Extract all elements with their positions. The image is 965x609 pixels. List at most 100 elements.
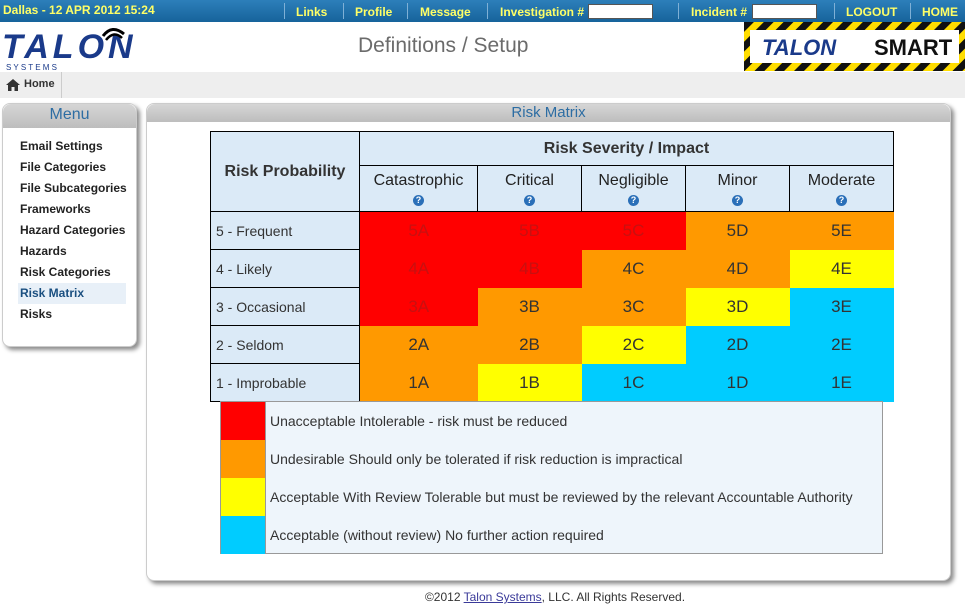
help-icon[interactable]: ? [732,195,743,206]
svg-text:TALON: TALON [762,35,837,60]
severity-columns: Catastrophic? Critical? Negligible? Minor? M… [211,165,894,212]
matrix-cell-2b: 2B [477,325,582,364]
breadcrumb-home[interactable]: Home [0,72,62,98]
column-header-label: Moderate [807,172,876,189]
profile-link[interactable]: Profile [355,5,393,19]
column-header-label: Catastrophic [373,172,464,189]
menu-item-risks[interactable]: Risks [20,307,53,321]
help-icon[interactable]: ? [413,195,424,206]
severity-header: Risk Severity / Impact [359,131,894,166]
menu-item-hazards[interactable]: Hazards [20,244,67,258]
column-header-negligible: Negligible? [581,165,686,212]
matrix-cell-1b: 1B [477,363,582,402]
svg-text:S Y S T E M S: S Y S T E M S [6,63,57,72]
menu-item-risk-matrix[interactable]: Risk Matrix [18,283,126,304]
column-header-label: Critical [505,172,554,189]
matrix-cell-3d: 3D [685,287,790,326]
investigation-label: Investigation # [500,5,585,19]
legend-swatch [221,516,266,554]
legend-text: Unacceptable Intolerable - risk must be … [270,413,568,429]
menu-item-file-subcategories[interactable]: File Subcategories [20,181,127,195]
row-header: 2 - Seldom [210,325,360,364]
matrix-cell-5d: 5D [685,211,790,250]
breadcrumb: Home [0,72,965,98]
legend-text: Undesirable Should only be tolerated if … [270,451,683,467]
risk-matrix-table: Risk Probability Risk Severity / Impact … [210,131,894,402]
matrix-cell-1d: 1D [685,363,790,402]
legend-row: Acceptable (without review) No further a… [221,516,884,554]
incident-input[interactable] [752,4,817,19]
help-icon[interactable]: ? [628,195,639,206]
column-header-moderate: Moderate? [789,165,894,212]
column-header-minor: Minor? [685,165,790,212]
message-link[interactable]: Message [420,5,471,19]
matrix-cell-1c: 1C [581,363,686,402]
matrix-cell-4a: 4A [359,249,478,288]
matrix-cell-3b: 3B [477,287,582,326]
help-icon[interactable]: ? [524,195,535,206]
menu-item-hazard-categories[interactable]: Hazard Categories [20,223,126,237]
logout-link[interactable]: LOGOUT [846,5,898,19]
divider [343,3,344,19]
sidebar-menu: Menu Email Settings File Categories File… [2,103,137,347]
divider [834,3,835,19]
home-link-top[interactable]: HOME [922,5,958,19]
links-link[interactable]: Links [296,5,328,19]
column-header-catastrophic: Catastrophic? [359,165,478,212]
footer-suffix: , LLC. All Rights Reserved. [541,590,686,604]
svg-text:SMART: SMART [874,35,953,60]
menu-item-email-settings[interactable]: Email Settings [20,139,103,153]
legend-swatch [221,478,266,516]
matrix-cell-5c: 5C [581,211,686,250]
menu-title: Menu [3,104,136,128]
matrix-row: 1 - Improbable 1A 1B 1C 1D 1E [210,363,894,402]
footer: ©2012 Talon Systems, LLC. All Rights Res… [0,590,965,604]
legend-text: Acceptable With Review Tolerable but mus… [270,489,853,505]
company-link[interactable]: Talon Systems [463,590,542,604]
investigation-input[interactable] [588,4,653,19]
menu-item-risk-categories[interactable]: Risk Categories [20,265,111,279]
matrix-cell-2d: 2D [685,325,790,364]
matrix-cell-2c: 2C [581,325,686,364]
content-title: Risk Matrix [147,104,950,122]
home-icon [6,79,20,91]
divider [678,3,679,19]
matrix-cell-5b: 5B [477,211,582,250]
footer-prefix: ©2012 [424,590,464,604]
legend-row: Unacceptable Intolerable - risk must be … [221,402,884,440]
matrix-row: 3 - Occasional 3A 3B 3C 3D 3E [210,287,894,326]
legend-swatch [221,402,266,440]
column-header-label: Negligible [598,172,669,189]
column-header-label: Minor [717,172,758,189]
matrix-body: 5 - Frequent 5A 5B 5C 5D 5E 4 - Likely 4A 4B 4C 4D… [210,211,894,402]
probability-header: Risk Probability [210,131,360,212]
header: TALON S Y S T E M S Definitions / Setup … [0,22,965,72]
legend-swatch [221,440,266,478]
breadcrumb-home-label: Home [24,78,55,90]
datetime-label: Dallas - 12 APR 2012 15:24 [3,3,155,17]
column-header-critical: Critical? [477,165,582,212]
top-bar: Dallas - 12 APR 2012 15:24 Links Profile… [0,0,965,22]
talon-logo[interactable]: TALON S Y S T E M S [0,26,170,72]
divider [910,3,911,19]
matrix-cell-5a: 5A [359,211,478,250]
matrix-cell-3e: 3E [789,287,894,326]
incident-label: Incident # [691,5,748,19]
legend-text: Acceptable (without review) No further a… [270,527,604,543]
row-header: 4 - Likely [210,249,360,288]
help-icon[interactable]: ? [836,195,847,206]
matrix-cell-4b: 4B [477,249,582,288]
matrix-cell-3a: 3A [359,287,478,326]
menu-item-file-categories[interactable]: File Categories [20,160,107,174]
matrix-row: 5 - Frequent 5A 5B 5C 5D 5E [210,211,894,250]
matrix-cell-2a: 2A [359,325,478,364]
talon-smart-logo: TALON SMART [744,22,965,71]
legend-row: Acceptable With Review Tolerable but mus… [221,478,884,516]
risk-legend: Unacceptable Intolerable - risk must be … [220,401,883,554]
matrix-cell-4c: 4C [581,249,686,288]
matrix-cell-1e: 1E [789,363,894,402]
menu-item-frameworks[interactable]: Frameworks [20,202,91,216]
divider [407,3,408,19]
matrix-row: 2 - Seldom 2A 2B 2C 2D 2E [210,325,894,364]
matrix-cell-3c: 3C [581,287,686,326]
